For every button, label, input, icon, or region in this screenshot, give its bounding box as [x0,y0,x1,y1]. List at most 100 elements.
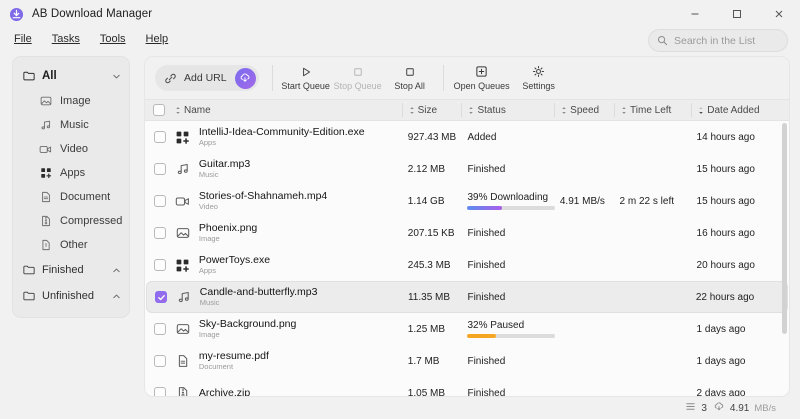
checkbox-box [155,291,168,303]
row-checkbox[interactable] [146,377,175,396]
row-size: 1.05 MB [407,387,446,397]
column-header-name[interactable]: Name [174,99,408,121]
row-checkbox[interactable] [146,313,175,345]
table-row[interactable]: Archive.zip 1.05 MB Finished 2 days ago [146,377,788,396]
row-time-left-cell [620,249,697,281]
table-row[interactable]: PowerToys.exe Apps 245.3 MB Finished 20 hour… [146,249,788,281]
row-name-cell: PowerToys.exe Apps [175,249,408,281]
row-time-left-cell [620,313,697,345]
row-date-added: 22 hours ago [695,291,755,303]
close-button[interactable] [758,0,800,28]
row-file-name: Guitar.mp3 [198,158,251,170]
row-status: Finished [467,227,506,239]
sidebar-group-unfinished[interactable]: Unfinished [13,283,129,309]
minimize-button[interactable] [674,0,716,28]
sidebar-group-all[interactable]: All [13,63,129,89]
menu-tools-label: Tools [99,33,126,45]
select-all-checkbox[interactable] [145,99,174,121]
menu-file[interactable]: File [12,32,34,46]
column-header-time-left[interactable]: Time Left [614,99,697,121]
sidebar-item-image[interactable]: Image [13,89,129,113]
row-checkbox[interactable] [146,153,175,185]
row-name-box: Phoenix.png Image [199,222,257,244]
document-icon [39,191,52,203]
chevron-down-icon[interactable] [112,72,121,81]
chevron-up-icon[interactable] [112,292,121,301]
chevron-up-icon[interactable] [112,266,121,275]
row-name-box: my-resume.pdf Document [199,350,269,372]
sidebar-item-document[interactable]: Document [13,185,129,209]
settings-button[interactable]: Settings [513,65,565,91]
table-row[interactable]: Stories-of-Shahnameh.mp4 Video 1.14 GB 39% … [146,185,788,217]
stop-all-label: Stop All [394,81,425,91]
row-checkbox[interactable] [147,281,176,313]
table-row[interactable]: Sky-Background.png Image 1.25 MB 32% Paused… [146,313,788,345]
column-header-status[interactable]: Status [461,99,560,121]
row-status-wrap: 32% Paused [467,320,559,338]
stop-all-button[interactable]: Stop All [384,65,436,91]
table-row[interactable]: Candle-and-butterfly.mp3 Music 11.35 MB Fin… [146,281,788,313]
sidebar: All Image [12,56,130,318]
row-status-cell: Finished [467,377,559,397]
row-size: 2.12 MB [407,163,446,175]
table-row[interactable]: Guitar.mp3 Music 2.12 MB Finished 15 hours a… [146,153,788,185]
sidebar-item-video[interactable]: Video [13,137,129,161]
table-row[interactable]: Phoenix.png Image 207.15 KB Finished 16 hour… [146,217,788,249]
scrollbar-thumb[interactable] [782,123,787,335]
folder-icon [23,290,35,302]
row-status-wrap: 39% Downloading [467,192,559,210]
row-status: 32% Paused [467,320,525,331]
archive-icon [39,215,52,227]
table-row[interactable]: IntelliJ-Idea-Community-Edition.exe Apps 9… [146,121,788,153]
column-header-date-added[interactable]: Date Added [691,99,789,121]
menu-tasks[interactable]: Tasks [50,32,82,46]
toolbar-divider-2 [442,65,444,91]
maximize-button[interactable] [716,0,758,28]
table-header: Name Size Status [145,99,789,121]
vertical-scrollbar[interactable] [782,123,787,394]
row-checkbox[interactable] [146,121,175,153]
table-row[interactable]: my-resume.pdf Document 1.7 MB Finished 1 day… [146,345,788,377]
row-file-name: Candle-and-butterfly.mp3 [199,286,318,298]
download-list[interactable]: IntelliJ-Idea-Community-Edition.exe Apps 9… [145,121,789,396]
row-time-left-cell: 2 m 22 s left [620,185,697,217]
row-date-added: 16 hours ago [696,227,755,239]
row-status: Finished [467,387,506,397]
music-note-icon [176,289,192,305]
settings-label: Settings [522,81,555,91]
column-header-size-label: Size [417,104,438,116]
row-name-cell: Candle-and-butterfly.mp3 Music [176,281,408,313]
row-size-cell: 1.14 GB [408,185,468,217]
sidebar-item-music[interactable]: Music [13,113,129,137]
row-time-left-cell [620,121,697,153]
row-checkbox[interactable] [146,249,175,281]
sidebar-container: All Image [0,50,140,419]
row-date-cell: 14 hours ago [697,121,788,153]
sidebar-item-other[interactable]: Other [13,233,129,257]
stop-queue-button[interactable]: Stop Queue [332,65,384,91]
menu-tools[interactable]: Tools [98,32,128,46]
column-header-speed[interactable]: Speed [554,99,620,121]
start-queue-button[interactable]: Start Queue [280,65,332,91]
sidebar-group-finished[interactable]: Finished [13,257,129,283]
column-header-size[interactable]: Size [401,99,468,121]
sidebar-item-apps[interactable]: Apps [13,161,129,185]
search-box[interactable] [648,29,788,52]
open-queues-button[interactable]: Open Queues [451,65,513,91]
search-input[interactable] [674,34,784,47]
row-checkbox[interactable] [146,217,175,249]
downloads-panel: Add URL Start Queue [144,56,790,397]
row-size-cell: 245.3 MB [408,249,468,281]
row-checkbox[interactable] [146,185,175,217]
add-url-button[interactable]: Add URL [155,65,259,91]
sidebar-item-compressed[interactable]: Compressed [13,209,129,233]
app-body: All Image [0,50,800,419]
cloud-download-icon[interactable] [234,67,256,89]
row-checkbox[interactable] [146,345,175,377]
sort-icon [174,106,182,115]
row-file-type: Music [199,298,220,307]
menu-help[interactable]: Help [144,32,171,46]
open-queues-label: Open Queues [453,81,510,91]
apps-grid-icon [39,167,52,179]
window-controls [674,0,800,28]
